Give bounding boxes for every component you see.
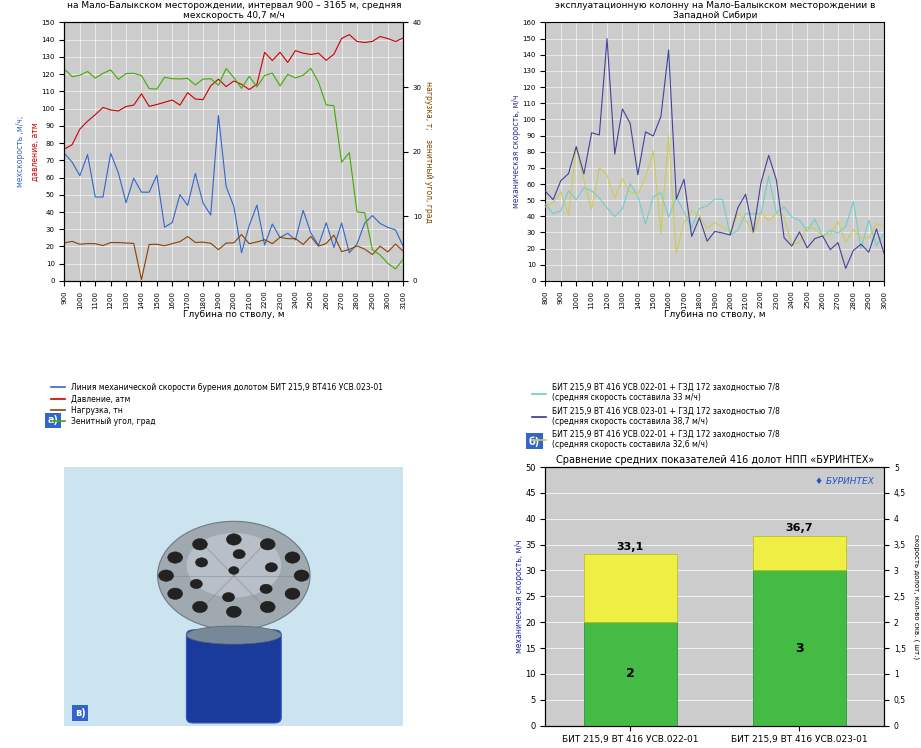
Y-axis label: механическая скорость, м/ч: механическая скорость, м/ч (512, 95, 521, 209)
Legend: БИТ 215,9 ВТ 416 УСВ.022-01 + ГЗД 172 заходностью 7/8
(средняя скорость составил: БИТ 215,9 ВТ 416 УСВ.022-01 + ГЗД 172 за… (532, 383, 780, 449)
FancyBboxPatch shape (64, 467, 403, 726)
Ellipse shape (186, 533, 281, 598)
Bar (752, 571, 846, 726)
Circle shape (261, 601, 275, 613)
Y-axis label: скорость долот, кол-во скв. ( шт.): скорость долот, кол-во скв. ( шт.) (914, 534, 920, 659)
X-axis label: Глубина по стволу, м: Глубина по стволу, м (183, 310, 285, 319)
Circle shape (265, 562, 277, 572)
Circle shape (228, 566, 239, 574)
Circle shape (233, 550, 245, 559)
Text: а): а) (48, 415, 59, 426)
Bar (584, 622, 677, 726)
Text: 33,1: 33,1 (616, 542, 644, 552)
Title: Сравнение механической скорости проходки при бурении секции под
эксплуатационную: Сравнение механической скорости проходки… (545, 0, 884, 20)
Text: 36,7: 36,7 (786, 524, 813, 533)
Text: ♦ БУРИНТЕХ: ♦ БУРИНТЕХ (815, 477, 874, 486)
Circle shape (285, 552, 300, 563)
Bar (584, 554, 677, 622)
Title: Процесс бурения секции под эксплуатационную колонну
на Мало-Балыкском месторожде: Процесс бурения секции под эксплуатацион… (66, 0, 401, 20)
Circle shape (285, 588, 300, 599)
Ellipse shape (157, 521, 310, 630)
Title: Сравнение средних показателей 416 долот НПП «БУРИНТЕХ»: Сравнение средних показателей 416 долот … (555, 455, 874, 465)
Text: мехскорость ,м/ч;: мехскорость ,м/ч; (16, 116, 25, 188)
Circle shape (227, 606, 241, 618)
Bar (752, 536, 846, 571)
Text: в): в) (75, 708, 86, 718)
Circle shape (294, 570, 309, 581)
FancyBboxPatch shape (186, 630, 281, 723)
Circle shape (227, 534, 241, 545)
Circle shape (192, 539, 207, 550)
Circle shape (195, 558, 207, 567)
Ellipse shape (186, 626, 281, 644)
Circle shape (260, 584, 273, 593)
Legend: Линия механической скорости бурения долотом БИТ 215,9 ВТ416 УСВ.023-01, Давление: Линия механической скорости бурения доло… (52, 383, 383, 426)
Y-axis label: механическая скорость, м/ч: механическая скорость, м/ч (515, 539, 524, 653)
Text: 2: 2 (625, 667, 635, 681)
Circle shape (192, 601, 207, 613)
Circle shape (190, 579, 203, 589)
X-axis label: Глубина по стволу, м: Глубина по стволу, м (664, 310, 765, 319)
Circle shape (168, 552, 182, 563)
Circle shape (158, 570, 173, 581)
Y-axis label: давление, атм: давление, атм (31, 123, 40, 181)
Circle shape (261, 539, 275, 550)
Circle shape (223, 592, 235, 602)
Text: б): б) (529, 436, 540, 447)
Circle shape (168, 588, 182, 599)
Y-axis label: нагрузка, т;    зенитный угол, град: нагрузка, т; зенитный угол, град (424, 81, 433, 223)
Text: 3: 3 (795, 642, 804, 654)
